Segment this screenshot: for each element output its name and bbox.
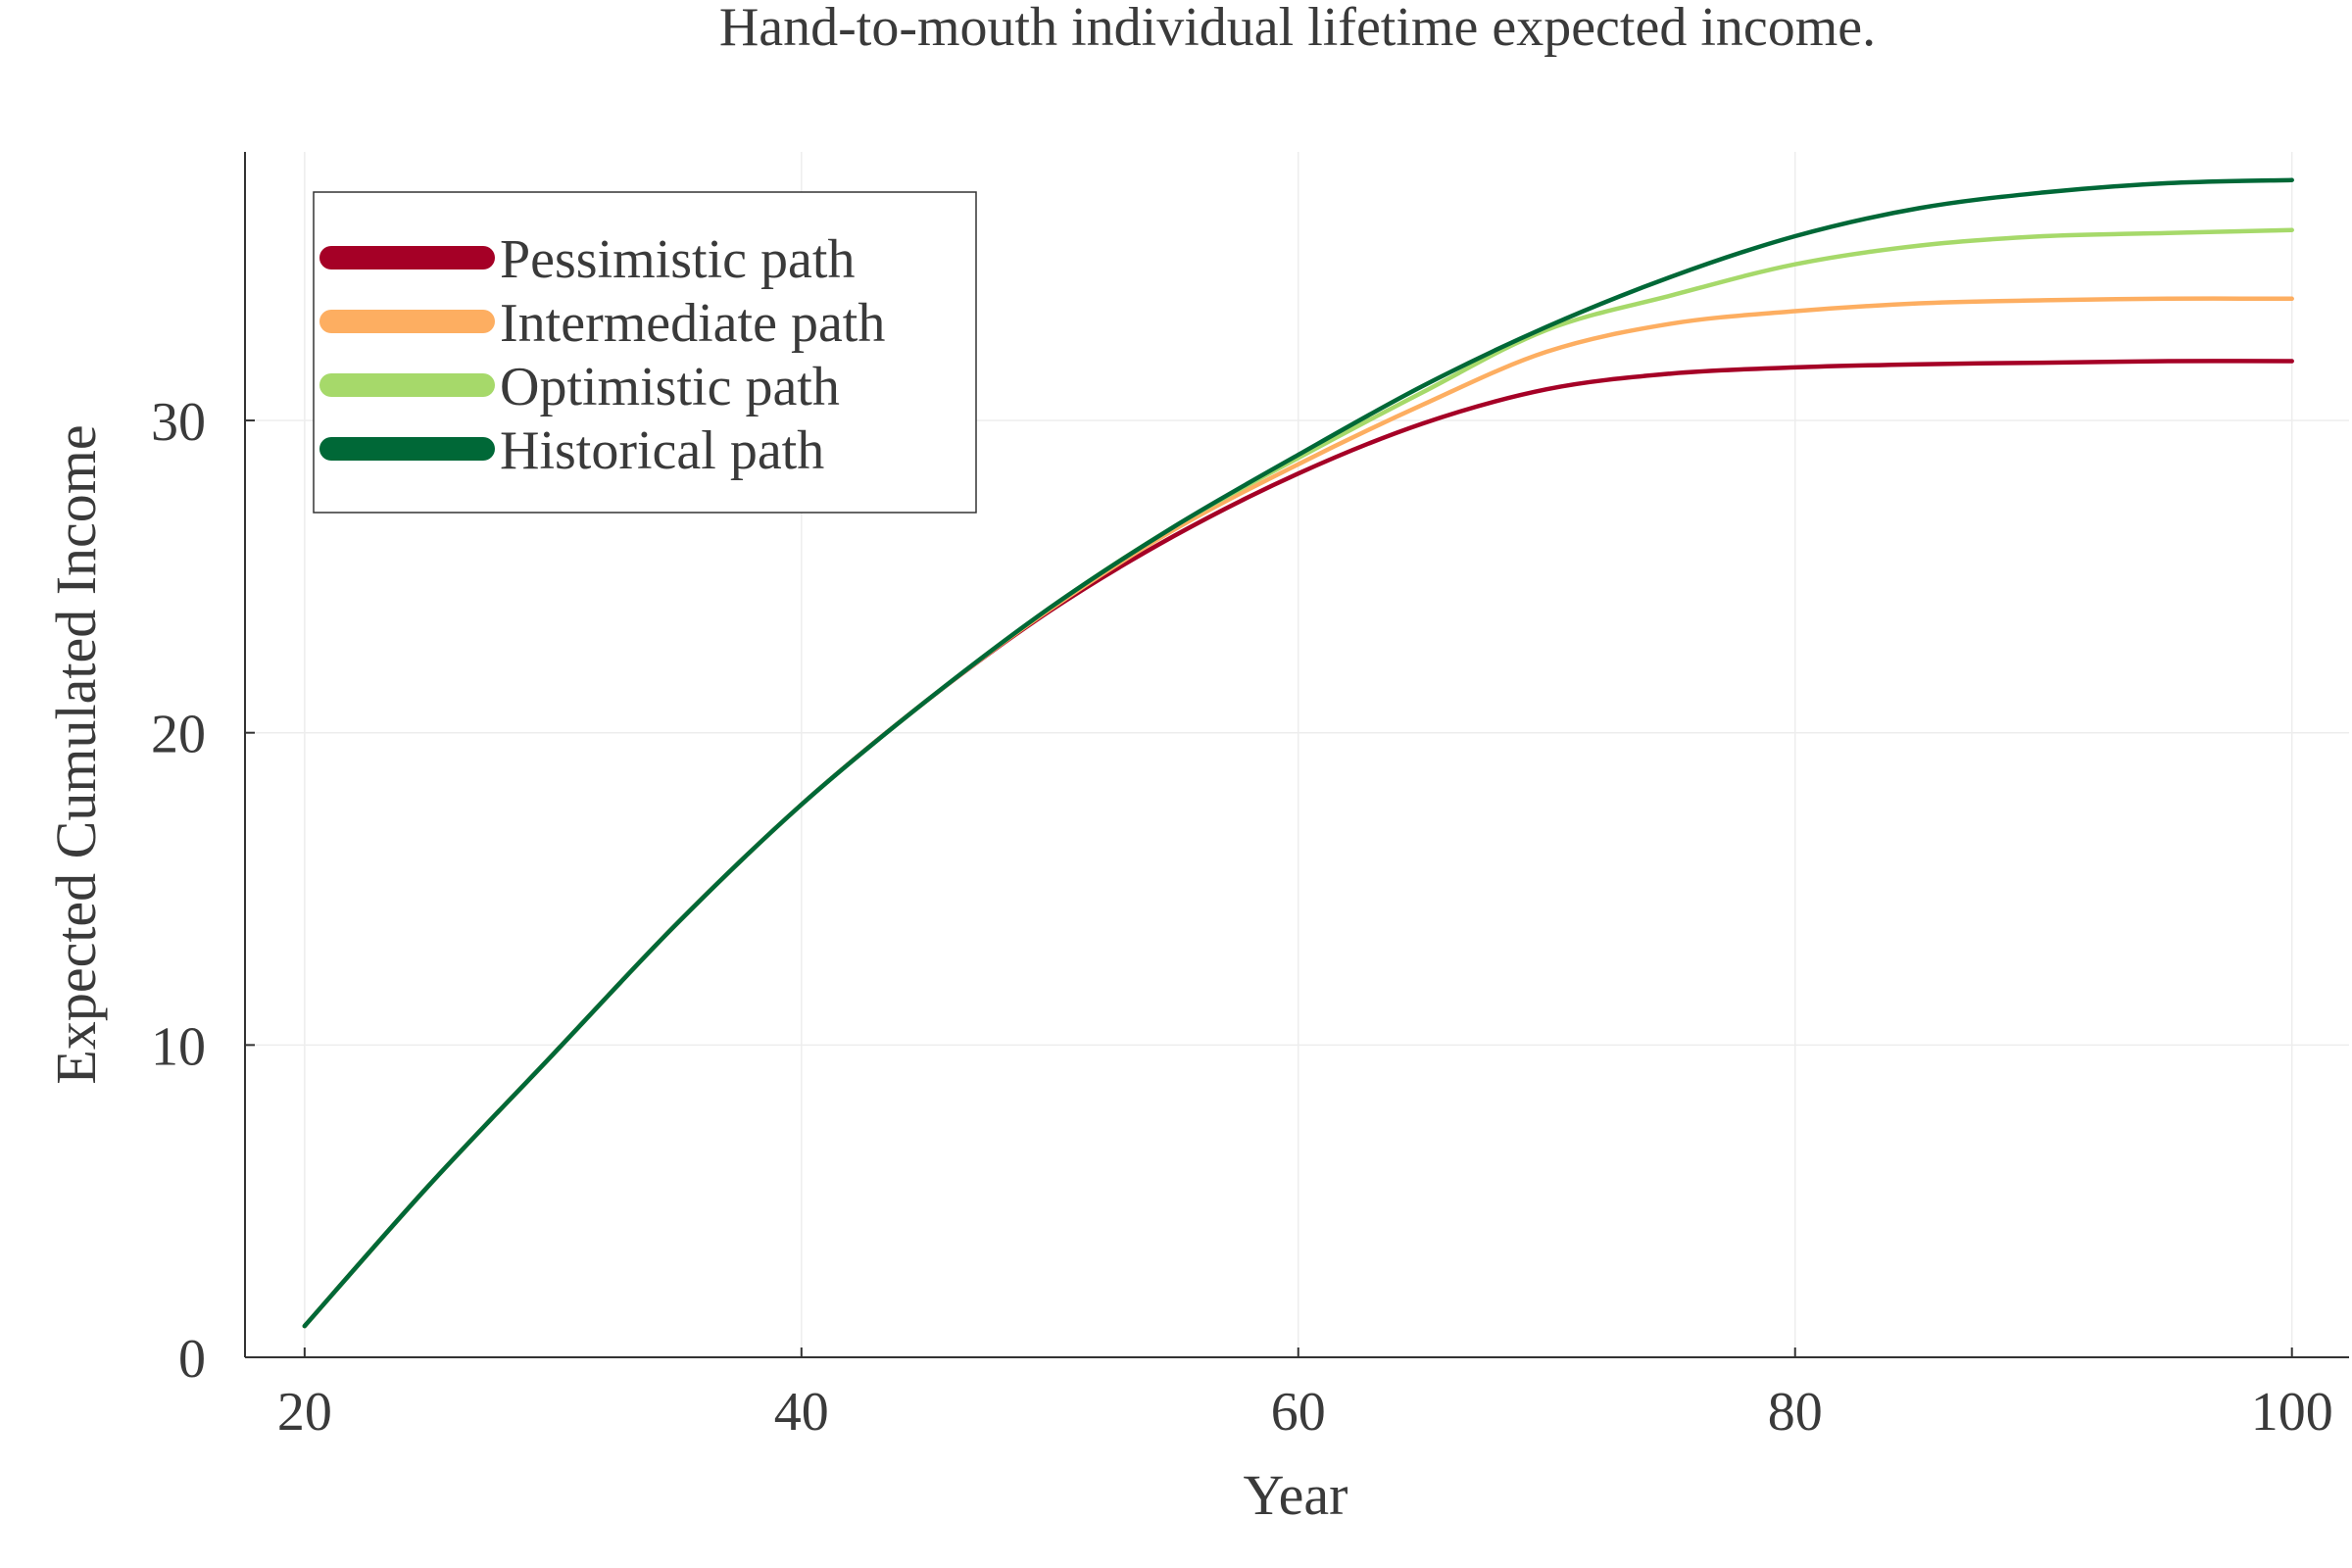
x-tick-label: 60	[1271, 1382, 1326, 1443]
legend-label-3: Historical path	[500, 420, 824, 481]
chart-title: Hand-to-mouth individual lifetime expect…	[719, 0, 1876, 58]
x-tick-label: 80	[1768, 1382, 1823, 1443]
x-tick-label: 100	[2251, 1382, 2333, 1443]
tick-labels: 20 40 60 80 100 0 10 20 30	[151, 392, 2333, 1443]
x-tick-label: 20	[277, 1382, 332, 1443]
legend-label-2: Optimistic path	[500, 357, 840, 417]
x-tick-label: 40	[774, 1382, 829, 1443]
y-tick-label: 0	[178, 1329, 206, 1390]
legend-label-1: Intermediate path	[500, 293, 885, 354]
y-axis-label: Expected Cumulated Income	[44, 424, 108, 1084]
y-tick-label: 20	[151, 705, 206, 765]
y-tick-label: 10	[151, 1016, 206, 1077]
legend-label-0: Pessimistic path	[500, 229, 855, 290]
series-lines	[302, 177, 2294, 1329]
x-axis-label: Year	[1244, 1463, 1348, 1527]
y-tick-label: 30	[151, 392, 206, 453]
series-line-3	[302, 177, 2294, 1329]
